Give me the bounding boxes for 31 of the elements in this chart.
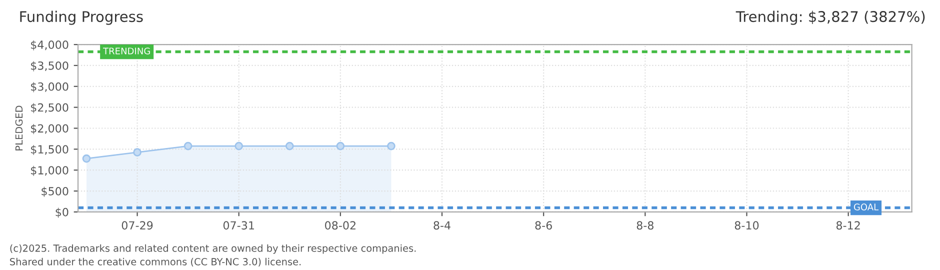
- x-tick-label: 08-02: [325, 221, 356, 230]
- text: (c)2025. Trademarks and related content are owned by their respective companies.: [10, 244, 416, 254]
- ref-line-label: TRENDING: [103, 48, 150, 54]
- x-tick-label: 07-31: [223, 221, 254, 230]
- y-tick-label: $2,000: [31, 124, 68, 134]
- y-tick-label: $500: [42, 186, 68, 197]
- point: [234, 142, 244, 150]
- y-tick-label: $1,500: [31, 144, 68, 156]
- y-tick-label: $0: [56, 208, 68, 218]
- y-axis-title: PLEDGED: [15, 106, 23, 150]
- y-tick-label: $3,000: [31, 82, 68, 92]
- y-tick-label: $2,500: [31, 103, 68, 114]
- chart-title: Funding Progress: [20, 10, 143, 25]
- x-tick-label: 8-10: [734, 221, 759, 230]
- x-tick-label: 8-8: [636, 221, 654, 230]
- point: [336, 142, 345, 150]
- point: [184, 142, 192, 150]
- y-tick-label: $3,500: [31, 61, 68, 72]
- x-tick-label: 8-6: [535, 221, 552, 230]
- point: [387, 142, 396, 150]
- x-tick-label: 07-29: [122, 221, 153, 230]
- x-tick-label: 8-12: [836, 221, 860, 230]
- y-tick-label: $4,000: [31, 40, 68, 50]
- text: Trending: $3,827 (3827%): [736, 10, 925, 25]
- point: [285, 142, 294, 150]
- point: [133, 148, 142, 156]
- y-tick-label: $1,000: [31, 166, 68, 176]
- x-tick-label: 8-4: [434, 221, 450, 230]
- ref-line-label: GOAL: [854, 204, 879, 210]
- point: [82, 154, 91, 163]
- text: Shared under the creative commons (CC BY-NC 3.0) license.: [10, 258, 301, 267]
